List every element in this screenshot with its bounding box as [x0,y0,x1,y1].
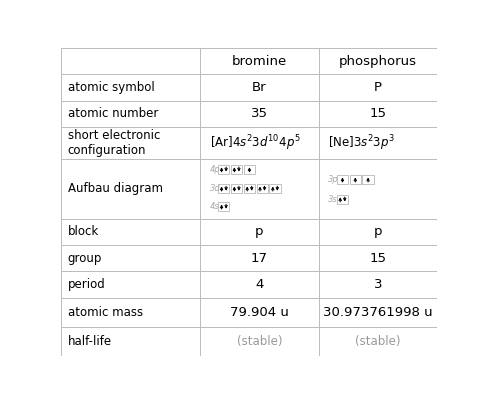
Bar [257,184,268,193]
Text: 3d: 3d [209,184,220,193]
Text: 3p: 3p [328,175,339,184]
Bar [337,195,348,204]
Text: (stable): (stable) [355,335,401,348]
Text: Aufbau diagram: Aufbau diagram [68,182,162,195]
Text: P: P [374,81,382,94]
Bar [244,184,255,193]
Text: $\mathregular{[Ar]4}s^2\mathregular{3}d^{10}\mathregular{4}p^5$: $\mathregular{[Ar]4}s^2\mathregular{3}d^… [209,133,300,153]
Text: Br: Br [252,81,267,94]
Text: atomic mass: atomic mass [68,306,143,319]
Text: 3: 3 [374,278,382,291]
Text: 15: 15 [369,108,386,120]
Bar [349,175,361,184]
Text: 4s: 4s [209,202,219,211]
Text: 79.904 u: 79.904 u [230,306,289,319]
Bar [337,175,348,184]
Bar [231,184,243,193]
Bar [218,202,229,211]
Text: phosphorus: phosphorus [339,55,417,68]
Text: 35: 35 [251,108,268,120]
Bar [363,175,374,184]
Text: atomic symbol: atomic symbol [68,81,154,94]
Text: short electronic
configuration: short electronic configuration [68,129,160,157]
Text: bromine: bromine [232,55,287,68]
Text: block: block [68,225,99,238]
Text: 15: 15 [369,252,386,265]
Text: p: p [374,225,382,238]
Text: 4p: 4p [209,165,220,174]
Text: 3s: 3s [328,195,338,204]
Text: atomic number: atomic number [68,108,158,120]
Text: 30.973761998 u: 30.973761998 u [323,306,433,319]
Text: 17: 17 [251,252,268,265]
Bar [231,165,243,174]
Text: (stable): (stable) [237,335,282,348]
Text: period: period [68,278,105,291]
Text: 4: 4 [255,278,263,291]
Text: group: group [68,252,102,265]
Bar [218,184,229,193]
Text: p: p [255,225,264,238]
Bar [269,184,281,193]
Bar [244,165,255,174]
Text: $\mathregular{[Ne]3}s^2\mathregular{3}p^3$: $\mathregular{[Ne]3}s^2\mathregular{3}p^… [328,133,395,153]
Bar [218,165,229,174]
Text: half-life: half-life [68,335,112,348]
